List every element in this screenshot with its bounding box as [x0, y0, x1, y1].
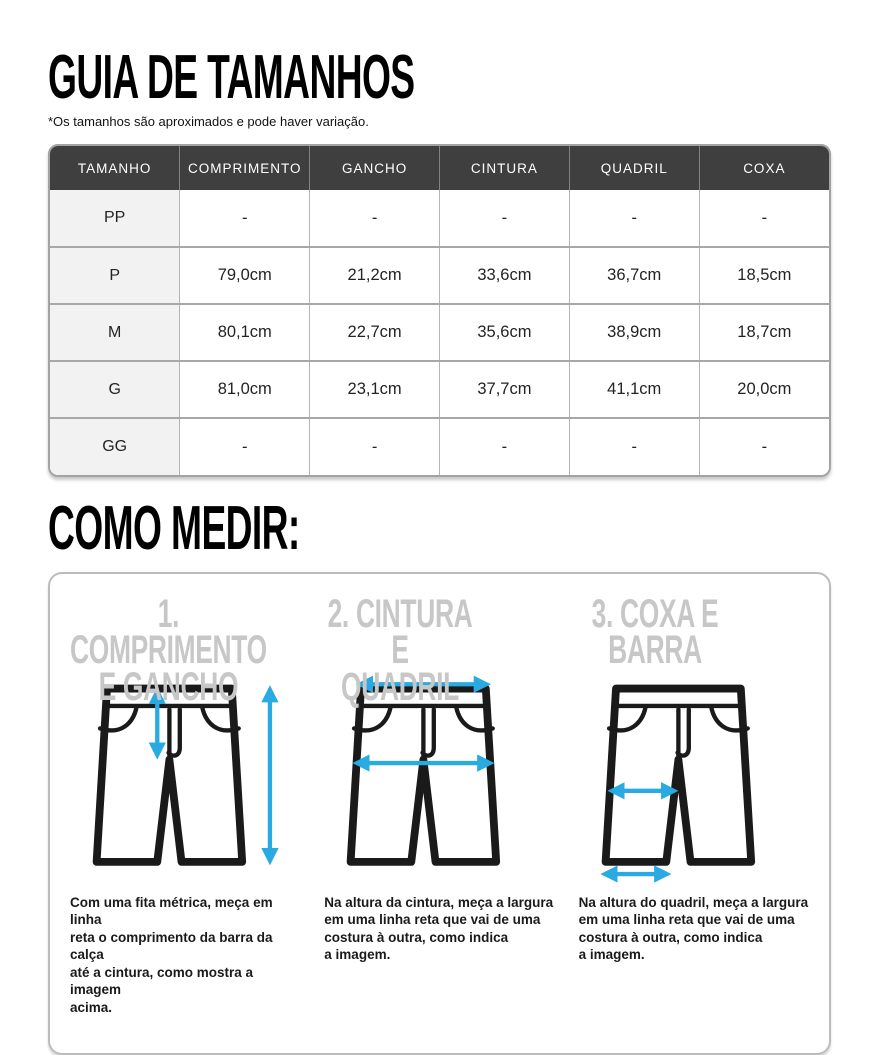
step-3-heading: 3. COXA E BARRA	[591, 591, 718, 673]
table-cell: -	[568, 190, 700, 247]
size-table-header: TAMANHO COMPRIMENTO GANCHO CINTURA QUADR…	[50, 146, 829, 190]
step-2-heading: 2. CINTURA E QUADRIL	[327, 591, 473, 710]
table-cell: -	[179, 190, 310, 247]
size-label: P	[50, 246, 180, 304]
step-cintura-quadril: 2. CINTURA E QUADRIL	[312, 591, 566, 1017]
how-to-measure-title-wrap: COMO MEDIR:	[48, 494, 831, 563]
table-cell: 20,0cm	[698, 360, 829, 418]
size-table-container: TAMANHO COMPRIMENTO GANCHO CINTURA QUADR…	[48, 144, 831, 477]
table-cell: 79,0cm	[179, 246, 310, 304]
size-disclaimer: *Os tamanhos são aproximados e pode have…	[48, 114, 369, 129]
column-header-quadril: QUADRIL	[568, 146, 700, 190]
step-1-description: Com uma fita métrica, meça em linha reta…	[70, 894, 273, 1015]
table-cell: 33,6cm	[438, 246, 570, 304]
page-title: GUIA DE TAMANHOS	[48, 43, 415, 112]
step-1-heading: 1. COMPRIMENTO E GANCHO	[70, 591, 267, 710]
column-header-tamanho: TAMANHO	[50, 146, 180, 190]
table-cell: 21,2cm	[309, 246, 440, 304]
table-cell: 18,5cm	[698, 246, 829, 304]
table-cell: -	[568, 417, 700, 475]
table-cell: -	[309, 417, 440, 475]
pants-length-crotch-diagram-icon	[92, 684, 279, 866]
column-header-cintura: CINTURA	[438, 146, 570, 190]
size-label: PP	[50, 190, 180, 247]
table-cell: 41,1cm	[568, 360, 700, 418]
column-header-comprimento: COMPRIMENTO	[179, 146, 310, 190]
table-cell: 36,7cm	[568, 246, 700, 304]
column-header-gancho: GANCHO	[309, 146, 440, 190]
table-cell: 37,7cm	[438, 360, 570, 418]
pants-waist-hip-diagram-icon	[347, 675, 501, 866]
table-row-g: G 81,0cm 23,1cm 37,7cm 41,1cm 20,0cm	[50, 360, 829, 418]
size-label: M	[50, 303, 180, 361]
column-header-coxa: COXA	[698, 146, 829, 190]
step-3-description: Na altura do quadril, meça a largura em …	[578, 894, 809, 963]
table-cell: 23,1cm	[309, 360, 440, 418]
how-to-measure-title: COMO MEDIR:	[48, 494, 300, 563]
step-coxa-barra: 3. COXA E BARRA	[567, 591, 821, 1017]
table-cell: -	[698, 417, 829, 475]
size-table: TAMANHO COMPRIMENTO GANCHO CINTURA QUADR…	[50, 146, 829, 475]
size-label: GG	[50, 417, 180, 475]
size-label: G	[50, 360, 180, 418]
step-comprimento-gancho: 1. COMPRIMENTO E GANCHO	[58, 591, 312, 1017]
table-cell: 38,9cm	[568, 303, 700, 361]
step-2-description: Na altura da cintura, meça a largura em …	[324, 894, 554, 963]
table-row-p: P 79,0cm 21,2cm 33,6cm 36,7cm 18,5cm	[50, 246, 829, 304]
table-cell: 81,0cm	[179, 360, 310, 418]
table-cell: -	[438, 190, 570, 247]
table-cell: -	[698, 190, 829, 247]
table-cell: 80,1cm	[179, 303, 310, 361]
table-row-m: M 80,1cm 22,7cm 35,6cm 38,9cm 18,7cm	[50, 303, 829, 361]
how-to-measure-panel: 1. COMPRIMENTO E GANCHO	[48, 571, 831, 1055]
table-cell: 22,7cm	[309, 303, 440, 361]
table-row-gg: GG - - - - -	[50, 417, 829, 475]
page-title-wrap: GUIA DE TAMANHOS	[48, 43, 831, 112]
table-cell: 18,7cm	[698, 303, 829, 361]
table-cell: -	[179, 417, 310, 475]
table-row-pp: PP - - - - -	[50, 190, 829, 247]
table-cell: 35,6cm	[438, 303, 570, 361]
pants-thigh-hem-diagram-icon	[600, 684, 755, 883]
table-cell: -	[438, 417, 570, 475]
table-cell: -	[309, 190, 440, 247]
